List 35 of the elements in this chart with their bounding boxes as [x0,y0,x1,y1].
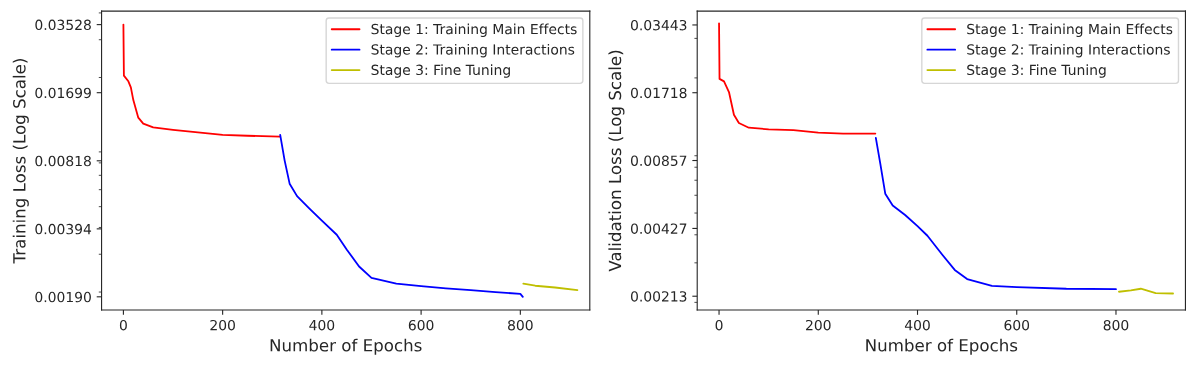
x-tick-label: 800 [1103,319,1129,331]
x-tick-label: 0 [119,319,127,331]
x-axis-title: Number of Epochs [866,338,1018,355]
legend-label: Stage 1: Training Main Effects [967,23,1173,38]
y-axis-title: Training Loss (Log Scale) [12,59,29,264]
x-tick-label: 0 [715,319,723,331]
line-series [718,22,877,135]
x-tick-label: 800 [508,319,533,331]
y-tick-label: 0.00857 [630,155,687,166]
y-tick-label: 0.00213 [630,291,687,302]
y-tick-label: 0.03528 [35,19,91,31]
line-series [122,23,281,138]
x-tick-label: 600 [1004,319,1030,331]
y-tick-label: 0.00427 [630,223,687,234]
legend-label: Stage 1: Training Main Effects [371,23,577,38]
legend-label: Stage 2: Training Interactions [371,43,575,58]
y-tick-label: 0.01699 [35,87,91,99]
x-tick-label: 600 [408,319,434,331]
legend-label: Stage 3: Fine Tuning [967,64,1106,78]
y-tick-label: 0.00394 [35,223,92,235]
x-axis-title: Number of Epochs [270,338,422,355]
x-tick-label: 400 [309,319,335,331]
y-tick-label: 0.01718 [630,87,687,99]
x-tick-label: 400 [904,319,930,331]
line-series [279,134,524,298]
x-tick-label: 200 [210,319,235,331]
y-tick-label: 0.00190 [35,291,91,303]
legend-label: Stage 3: Fine Tuning [371,64,510,78]
x-tick-label: 200 [806,319,831,331]
y-axis-title: Validation Loss (Log Scale) [608,50,625,272]
legend-label: Stage 2: Training Interactions [967,43,1170,58]
y-tick-label: 0.03443 [630,19,687,31]
y-tick-label: 0.00818 [35,155,91,167]
line-series [874,137,1117,291]
line-series [522,282,579,292]
